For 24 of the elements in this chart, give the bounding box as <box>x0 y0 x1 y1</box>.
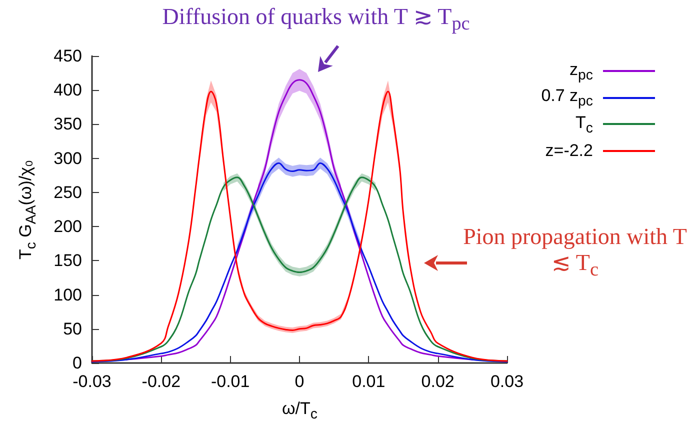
annotation: Pion propagation with T ≲ T$_{c}$ <box>462 224 688 283</box>
y-tick-label: 400 <box>54 80 82 100</box>
y-tick-label: 0 <box>72 354 82 372</box>
y-tick-label: 250 <box>54 182 82 202</box>
x-tick-label: 0.02 <box>421 372 454 391</box>
y-tick-label: 150 <box>54 251 82 270</box>
y-tick-label: 200 <box>54 217 82 236</box>
y-tick-label: 100 <box>54 285 82 304</box>
legend-label: z=-2.2 <box>545 140 593 161</box>
y-tick-label: 300 <box>54 148 82 168</box>
x-tick-label: -0.03 <box>72 372 112 391</box>
x-tick-label: 0.01 <box>352 372 386 391</box>
x-tick-label: 0.03 <box>490 372 524 391</box>
y-tick-label: 450 <box>54 46 82 66</box>
legend-label: z$_{pc}$ <box>570 60 593 83</box>
x-tick-label: 0 <box>294 372 304 391</box>
legend-label: T$_{c}$ <box>576 112 593 136</box>
legend-label: 0.7 z$_{pc}$ <box>541 86 593 110</box>
text: Diffusion of quarks with T ≳ T$_{pc}$ <box>161 4 471 37</box>
x-tick-label: -0.02 <box>142 372 181 391</box>
x-axis-title: ω/T$_{c}$ <box>282 399 318 422</box>
x-tick-label: -0.01 <box>210 372 250 391</box>
y-tick-label: 350 <box>54 114 82 134</box>
y-tick-label: 50 <box>63 319 82 338</box>
